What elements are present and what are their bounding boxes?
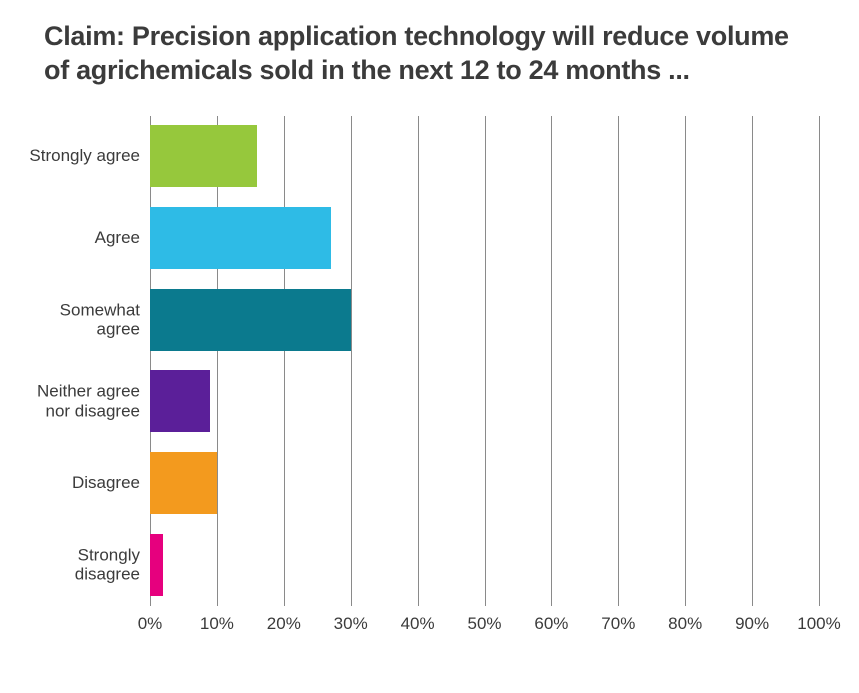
x-tick-label: 60% xyxy=(534,614,568,634)
bar-row: Strongly disagree xyxy=(150,524,819,606)
bar-row: Disagree xyxy=(150,442,819,524)
category-label: Agree xyxy=(20,228,140,248)
bar xyxy=(150,370,210,432)
bar-row: Strongly agree xyxy=(150,116,819,198)
gridline xyxy=(819,116,820,606)
x-tick-label: 100% xyxy=(797,614,840,634)
category-label: Strongly agree xyxy=(20,147,140,167)
x-tick-label: 0% xyxy=(138,614,163,634)
bar xyxy=(150,207,331,269)
bar xyxy=(150,125,257,187)
x-tick-label: 80% xyxy=(668,614,702,634)
x-tick-label: 50% xyxy=(467,614,501,634)
x-tick-label: 90% xyxy=(735,614,769,634)
x-tick-label: 10% xyxy=(200,614,234,634)
x-tick-label: 30% xyxy=(334,614,368,634)
x-tick-label: 20% xyxy=(267,614,301,634)
bar-row: Agree xyxy=(150,197,819,279)
bar-row: Neither agree nor disagree xyxy=(150,360,819,442)
bar xyxy=(150,534,163,596)
category-label: Strongly disagree xyxy=(20,545,140,584)
bars-group: Strongly agreeAgreeSomewhat agreeNeither… xyxy=(150,116,819,606)
category-label: Disagree xyxy=(20,473,140,493)
bar xyxy=(150,452,217,514)
category-label: Neither agree nor disagree xyxy=(20,382,140,421)
bar-row: Somewhat agree xyxy=(150,279,819,361)
x-tick-label: 40% xyxy=(401,614,435,634)
chart-title: Claim: Precision application technology … xyxy=(44,20,819,88)
x-tick-label: 70% xyxy=(601,614,635,634)
chart-container: Claim: Precision application technology … xyxy=(0,0,859,693)
category-label: Somewhat agree xyxy=(20,300,140,339)
bar xyxy=(150,289,351,351)
plot-area: Strongly agreeAgreeSomewhat agreeNeither… xyxy=(150,116,819,626)
